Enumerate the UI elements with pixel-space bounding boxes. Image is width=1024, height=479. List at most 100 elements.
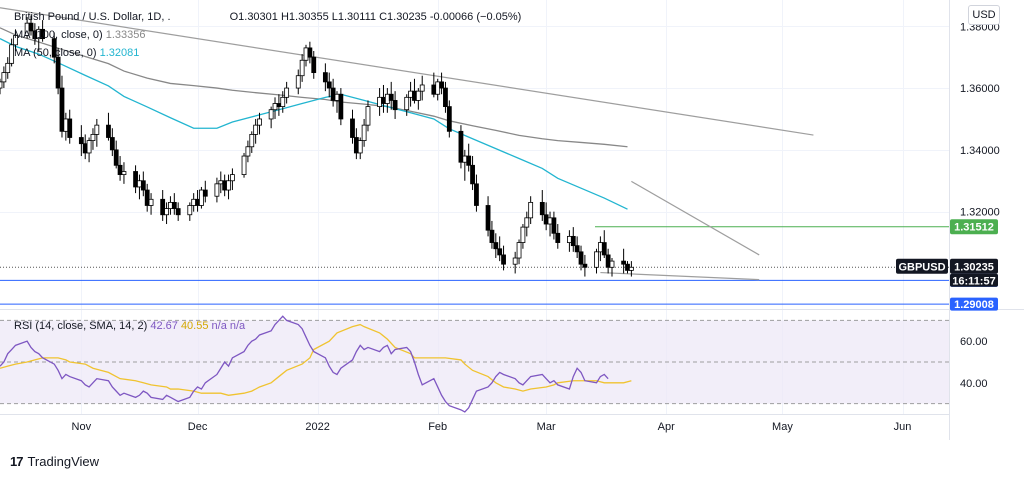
candle-body — [171, 201, 177, 209]
candle-body — [295, 75, 301, 89]
candle-body — [280, 96, 286, 108]
candle-body — [415, 90, 421, 101]
candle-body — [419, 84, 425, 92]
candle-body — [524, 217, 530, 228]
tradingview-logo[interactable]: 17 TradingView — [10, 454, 99, 469]
time-tick-label: Mar — [537, 421, 556, 433]
trendlines[interactable] — [0, 7, 814, 281]
blue-level-2-tag-bg — [950, 297, 998, 311]
candle-body — [485, 205, 491, 231]
candle-body — [187, 205, 193, 216]
open-label: O — [229, 11, 239, 23]
ma100-legend[interactable]: MA (100, close, 0) 1.33356 — [14, 29, 145, 41]
candle-body — [570, 235, 576, 247]
candle-body — [191, 198, 197, 206]
candle-body — [466, 155, 472, 166]
time-axis[interactable]: Nov Dec 2022 Feb Mar Apr May Jun — [72, 421, 912, 433]
ma50-value: 1.32081 — [99, 47, 140, 59]
time-tick-label: Jun — [894, 421, 912, 433]
symbol-title: British Pound / U.S. Dollar, 1D, . — [14, 11, 171, 23]
candle-body — [28, 22, 34, 32]
candle-body — [121, 171, 127, 175]
price-tick-label: 1.34000 — [960, 145, 1000, 157]
candle-body — [388, 93, 394, 101]
candle-body — [334, 93, 340, 101]
candle-body — [609, 260, 615, 268]
candle-body — [377, 96, 383, 108]
ma50-line — [0, 38, 628, 210]
candle-body — [567, 235, 572, 243]
low-label: L — [331, 11, 338, 23]
candlesticks — [0, 15, 634, 277]
candle-body — [0, 81, 3, 89]
price-tags: 1.315121.297751.290081.3023516:11:57GBPU… — [896, 219, 998, 311]
candle-body — [601, 242, 607, 256]
currency-button[interactable]: USD — [968, 5, 1000, 25]
trendline-2 — [600, 271, 760, 281]
candle-body — [94, 124, 100, 135]
candle-body — [5, 62, 11, 74]
candle-body — [551, 217, 557, 234]
candle-body — [547, 217, 553, 225]
brand-name: TradingView — [27, 454, 100, 469]
high-value: 1.30355 — [288, 11, 329, 23]
candle-body — [628, 266, 634, 271]
time-tick-label: Nov — [72, 421, 92, 433]
rsi-sma-line — [0, 323, 632, 396]
green-level-tag: 1.31512 — [954, 222, 994, 234]
candle-body — [299, 59, 305, 77]
candle-body — [605, 254, 611, 268]
candle-body — [245, 146, 251, 157]
candle-body — [365, 106, 371, 126]
candle-body — [431, 84, 437, 95]
candle-body — [78, 137, 84, 145]
rsi-sma-value: 40.55 — [180, 320, 209, 332]
symbol-tag: GBPUSD — [898, 261, 945, 273]
candle-body — [501, 254, 506, 265]
candle-body — [133, 171, 138, 188]
candle-body — [361, 124, 367, 141]
candle-body — [582, 263, 588, 268]
last-price-tag-bg — [950, 258, 998, 274]
ma50-label: MA (50, close, 0) — [14, 47, 97, 59]
candle-body — [446, 106, 452, 132]
candle-body — [458, 130, 464, 163]
candle-body — [597, 242, 603, 253]
rsi-value: 42.67 — [150, 320, 178, 332]
ma100-value: 1.33356 — [105, 29, 146, 41]
candle-body — [326, 81, 332, 89]
candle-body — [202, 189, 208, 197]
rsi-legend[interactable]: RSI (14, close, SMA, 14, 2) 42.67 40.55 … — [14, 320, 245, 332]
candle-body — [470, 164, 475, 185]
high-label: H — [280, 11, 289, 23]
open-value: 1.30301 — [238, 11, 278, 23]
candle-body — [381, 96, 386, 104]
green-level-tag-bg — [950, 219, 998, 235]
candle-body — [489, 229, 495, 243]
symbol-legend[interactable]: British Pound / U.S. Dollar, 1D, . O1.30… — [14, 11, 521, 23]
rsi-axis[interactable]: 60.00 40.00 — [960, 336, 988, 390]
candle-body — [408, 90, 413, 98]
candle-body — [86, 140, 92, 154]
countdown-tag: 16:11:57 — [952, 275, 995, 287]
candle-body — [353, 137, 359, 154]
candle-body — [117, 164, 123, 175]
horizontal-levels[interactable] — [0, 226, 949, 305]
ma50-legend[interactable]: MA (50, close, 0) 1.32081 — [14, 47, 139, 59]
candle-body — [55, 56, 61, 89]
candle-body — [303, 47, 309, 61]
candle-body — [106, 124, 111, 138]
moving-averages — [0, 27, 628, 210]
candle-body — [222, 180, 228, 191]
tradingview-icon: 17 — [10, 454, 24, 469]
candle-body — [137, 180, 142, 188]
close-label: C — [379, 11, 388, 23]
rsi-extra: n/a n/a — [211, 320, 246, 332]
candle-body — [311, 56, 317, 74]
candle-body — [555, 232, 561, 243]
blue-level-2-tag: 1.29008 — [954, 299, 994, 311]
candle-body — [59, 87, 65, 132]
candle-body — [113, 149, 119, 166]
